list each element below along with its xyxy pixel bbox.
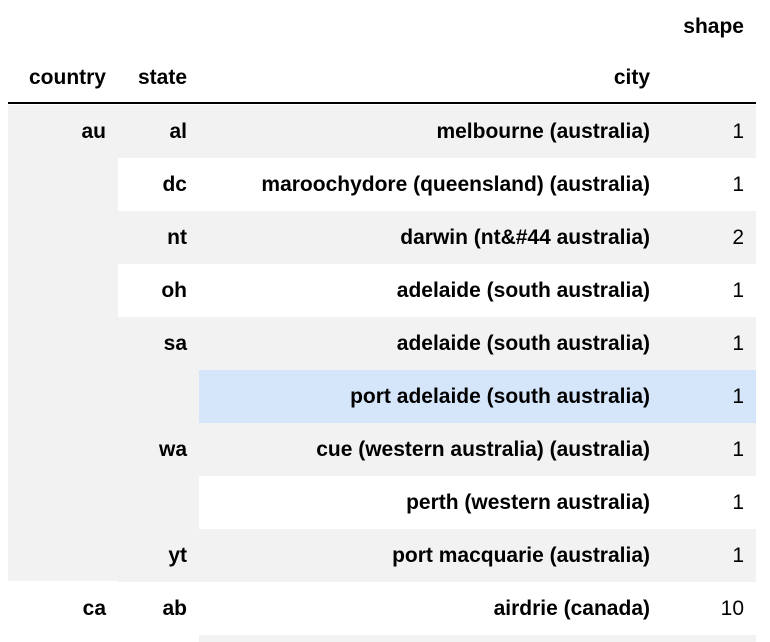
state-cell: dc: [162, 173, 187, 196]
city-cell: melbourne (australia): [436, 120, 650, 143]
state-cell: al: [169, 120, 187, 143]
state-cell: yt: [168, 544, 187, 567]
row-bg: [118, 211, 756, 264]
country-cell: ca: [82, 597, 106, 620]
row-bg: [118, 423, 756, 476]
row-bg: [118, 317, 756, 370]
row-bg: [199, 635, 756, 642]
index-header-state: state: [137, 66, 187, 89]
state-cell: sa: [163, 332, 187, 355]
state-group-bg: [118, 370, 199, 423]
state-cell: oh: [161, 279, 187, 302]
row-bg: [118, 529, 756, 582]
city-cell: adelaide (south australia): [396, 279, 650, 302]
country-cell: au: [81, 120, 106, 143]
row-bg: [118, 105, 756, 158]
city-cell: perth (western australia): [406, 491, 650, 514]
shape-value-cell: 1: [732, 491, 744, 514]
shape-value-cell: 1: [732, 544, 744, 567]
shape-value-cell: 1: [732, 279, 744, 302]
column-header-shape: shape: [683, 15, 744, 38]
header-divider: [8, 102, 756, 104]
state-group-bg: [118, 476, 199, 529]
city-cell: airdrie (canada): [493, 597, 650, 620]
shape-value-cell: 10: [720, 597, 744, 620]
shape-value-cell: 1: [732, 385, 744, 408]
country-group-bg: [8, 105, 118, 581]
city-cell: darwin (nt&#44 australia): [400, 226, 650, 249]
shape-value-cell: 1: [732, 120, 744, 143]
index-header-city: city: [613, 66, 650, 89]
shape-value-cell: 2: [732, 226, 744, 249]
city-cell: cue (western australia) (australia): [316, 438, 650, 461]
state-cell: wa: [158, 438, 187, 461]
state-cell: ab: [162, 597, 187, 620]
row-bg-highlight: [199, 370, 756, 423]
state-cell: nt: [167, 226, 187, 249]
shape-value-cell: 1: [732, 438, 744, 461]
shape-value-cell: 1: [732, 173, 744, 196]
shape-value-cell: 1: [732, 332, 744, 355]
city-cell: port macquarie (australia): [392, 544, 650, 567]
city-cell: maroochydore (queensland) (australia): [261, 173, 650, 196]
city-cell: port adelaide (south australia): [350, 385, 650, 408]
city-cell: adelaide (south australia): [396, 332, 650, 355]
index-header-country: country: [28, 66, 106, 89]
